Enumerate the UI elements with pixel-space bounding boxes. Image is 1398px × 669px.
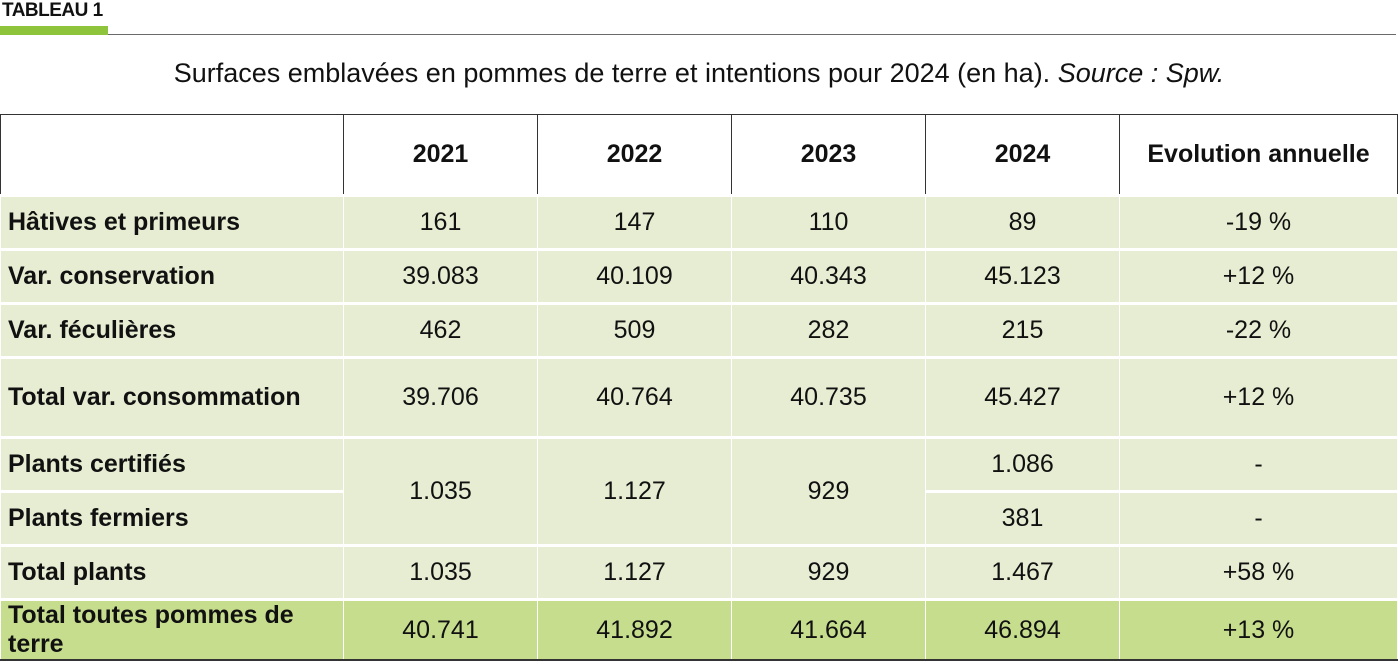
cell-evolution: +12 % bbox=[1119, 356, 1398, 438]
table-row: Hâtives et primeurs 161 147 110 89 -19 % bbox=[0, 194, 1398, 250]
cell-evolution: -19 % bbox=[1119, 194, 1398, 250]
row-label: Total toutes pommes de terre bbox=[0, 598, 344, 661]
header-cell-2022: 2022 bbox=[537, 114, 732, 196]
cell-2023: 282 bbox=[731, 302, 926, 358]
caption-main: Surfaces emblavées en pommes de terre et… bbox=[173, 58, 1051, 88]
cell-2023: 40.735 bbox=[731, 356, 926, 438]
row-label: Total var. consommation bbox=[0, 356, 344, 438]
header-rule bbox=[108, 34, 1396, 35]
cell-2023: 41.664 bbox=[731, 598, 926, 661]
header-cell-2023: 2023 bbox=[731, 114, 926, 196]
cell-2021: 39.083 bbox=[343, 248, 538, 304]
cell-evolution: - bbox=[1119, 436, 1398, 492]
cell-2024: 1.467 bbox=[925, 544, 1120, 600]
cell-evolution: +13 % bbox=[1119, 598, 1398, 661]
cell-2022: 147 bbox=[537, 194, 732, 250]
cell-2024: 45.123 bbox=[925, 248, 1120, 304]
cell-2022: 40.764 bbox=[537, 356, 732, 438]
tag-accent-bar bbox=[0, 26, 108, 35]
cell-2024: 215 bbox=[925, 302, 1120, 358]
cell-2021-merged: 1.035 bbox=[343, 436, 538, 546]
cell-2023: 40.343 bbox=[731, 248, 926, 304]
table-row-grand-total: Total toutes pommes de terre 40.741 41.8… bbox=[0, 598, 1398, 661]
table-row: Total var. consommation 39.706 40.764 40… bbox=[0, 356, 1398, 438]
row-label: Var. conservation bbox=[0, 248, 344, 304]
cell-2021: 40.741 bbox=[343, 598, 538, 661]
cell-evolution: -22 % bbox=[1119, 302, 1398, 358]
table-row: Plants fermiers 381 - bbox=[0, 490, 1398, 546]
table-caption: Surfaces emblavées en pommes de terre et… bbox=[0, 58, 1398, 89]
cell-2024: 45.427 bbox=[925, 356, 1120, 438]
cell-2024: 381 bbox=[925, 490, 1120, 546]
cell-2022: 1.127 bbox=[537, 544, 732, 600]
cell-2022: 41.892 bbox=[537, 598, 732, 661]
cell-2023: 110 bbox=[731, 194, 926, 250]
data-table: 2021 2022 2023 2024 Evolution annuelle H… bbox=[0, 114, 1398, 661]
header-cell-2021: 2021 bbox=[343, 114, 538, 196]
cell-evolution: - bbox=[1119, 490, 1398, 546]
header-cell-label bbox=[0, 114, 344, 196]
header-cell-evolution: Evolution annuelle bbox=[1119, 114, 1398, 196]
table-row: Total plants 1.035 1.127 929 1.467 +58 % bbox=[0, 544, 1398, 600]
row-label: Hâtives et primeurs bbox=[0, 194, 344, 250]
cell-evolution: +12 % bbox=[1119, 248, 1398, 304]
cell-2024: 46.894 bbox=[925, 598, 1120, 661]
cell-2024: 89 bbox=[925, 194, 1120, 250]
cell-2024: 1.086 bbox=[925, 436, 1120, 492]
cell-2022: 509 bbox=[537, 302, 732, 358]
row-label: Plants certifiés bbox=[0, 436, 344, 492]
row-label: Var. féculières bbox=[0, 302, 344, 358]
table-row: Plants certifiés 1.035 1.127 929 1.086 - bbox=[0, 436, 1398, 546]
cell-2021: 1.035 bbox=[343, 544, 538, 600]
table-row: Var. conservation 39.083 40.109 40.343 4… bbox=[0, 248, 1398, 304]
row-label: Plants fermiers bbox=[0, 490, 344, 546]
header-cell-2024: 2024 bbox=[925, 114, 1120, 196]
cell-2021: 462 bbox=[343, 302, 538, 358]
row-label: Total plants bbox=[0, 544, 344, 600]
table-row: Var. féculières 462 509 282 215 -22 % bbox=[0, 302, 1398, 358]
cell-2022: 40.109 bbox=[537, 248, 732, 304]
cell-evolution: +58 % bbox=[1119, 544, 1398, 600]
caption-source: Source : Spw. bbox=[1057, 58, 1225, 88]
cell-2023-merged: 929 bbox=[731, 436, 926, 546]
cell-2023: 929 bbox=[731, 544, 926, 600]
header-row: 2021 2022 2023 2024 Evolution annuelle bbox=[0, 114, 1398, 196]
table-tag: TABLEAU 1 bbox=[2, 0, 103, 21]
cell-2021: 39.706 bbox=[343, 356, 538, 438]
cell-2021: 161 bbox=[343, 194, 538, 250]
cell-2022-merged: 1.127 bbox=[537, 436, 732, 546]
